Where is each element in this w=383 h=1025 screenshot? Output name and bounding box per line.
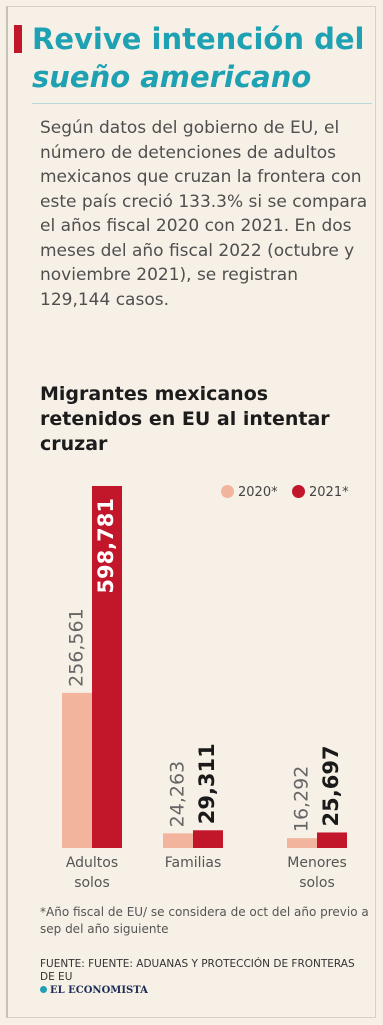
category-label-0-1: solos	[74, 875, 110, 891]
legend-swatch-2020	[221, 485, 234, 498]
title-accent-bar	[14, 25, 22, 53]
headline-line-2: sueño americano	[32, 60, 312, 94]
legend-swatch-2021	[292, 485, 305, 498]
legend-label-2020: 2020*	[238, 485, 278, 500]
category-label-0-0: Adultos	[66, 855, 118, 871]
bar-2021-0	[92, 486, 122, 848]
source-credit: FUENTE: FUENTE: ADUANAS Y PROTECCIÓN DE …	[40, 958, 355, 983]
footnote: *Año fiscal de EU/ se considera de oct d…	[40, 905, 369, 936]
value-label-2021-1: 29,311	[195, 743, 219, 824]
bar-2021-1	[193, 830, 223, 848]
bar-2020-1	[163, 833, 193, 848]
value-label-2020-1: 24,263	[167, 761, 189, 827]
headline: Revive intención del sueño americano	[32, 20, 372, 96]
legend-item-2020: 2020*	[221, 485, 278, 503]
value-label-2020-2: 16,292	[291, 766, 313, 832]
title-divider	[32, 103, 372, 104]
headline-line-1: Revive intención del	[32, 22, 365, 56]
value-label-2021-2: 25,697	[319, 745, 343, 826]
category-label-2-1: solos	[299, 875, 335, 891]
bar-2020-2	[287, 838, 317, 848]
logo-dot-icon	[40, 986, 47, 993]
value-label-2020-0: 256,561	[66, 608, 88, 687]
publisher-name: EL ECONOMISTA	[50, 985, 148, 996]
bar-2021-2	[317, 832, 347, 848]
infographic-frame	[6, 6, 376, 1018]
chart-title: Migrantes mexicanos retenidos en EU al i…	[40, 383, 330, 455]
publisher-logo: EL ECONOMISTA	[40, 985, 148, 996]
legend-item-2021: 2021*	[292, 485, 349, 503]
category-label-2-0: Menores	[287, 855, 347, 871]
legend-label-2021: 2021*	[309, 485, 349, 500]
bar-2020-0	[62, 692, 92, 848]
category-label-1-0: Familias	[165, 855, 222, 871]
intro-text: Según datos del gobierno de EU, el númer…	[40, 118, 368, 310]
value-label-2021-0: 598,781	[94, 498, 118, 594]
